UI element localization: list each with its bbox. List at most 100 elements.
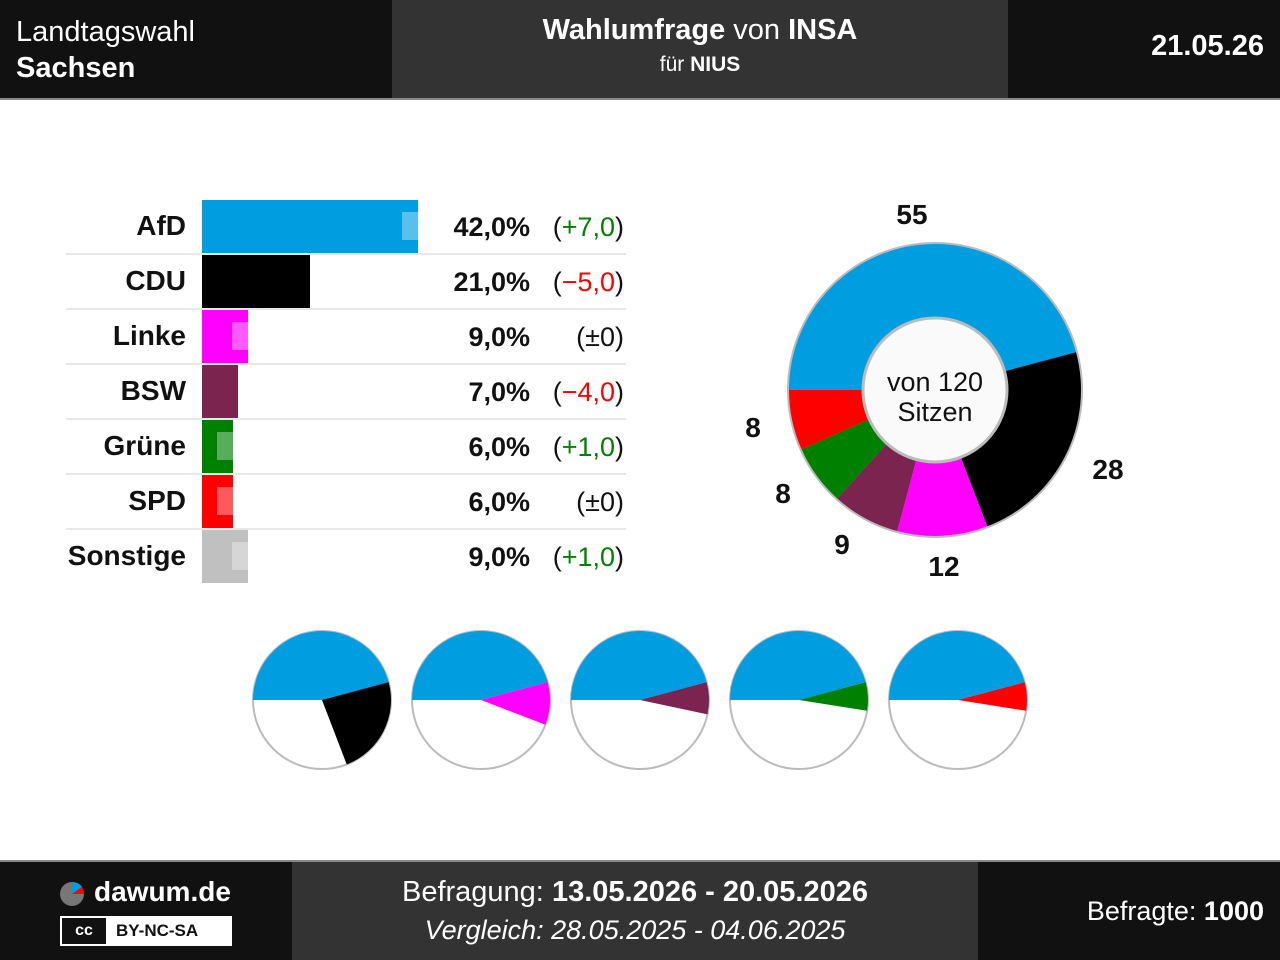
survey-period: Befragung: 13.05.2026 - 20.05.2026 Vergl… xyxy=(292,862,978,960)
party-name: Grüne xyxy=(103,430,186,461)
compare-label: Vergleich: xyxy=(424,915,552,945)
party-name: SPD xyxy=(128,485,186,516)
party-change: (+1,0) xyxy=(552,542,624,572)
previous-value-marker xyxy=(216,487,235,515)
coalition-pie xyxy=(411,630,551,770)
seat-total-line1: von 120 xyxy=(886,367,984,397)
coalition-slice-afd xyxy=(730,631,866,700)
party-percentage: 9,0% xyxy=(468,322,530,352)
title-von: von xyxy=(725,14,789,46)
party-row: SPD 6,0% (±0) xyxy=(66,475,626,530)
change-value: −4,0 xyxy=(561,377,615,407)
party-row: Linke 9,0% (±0) xyxy=(66,310,626,365)
previous-value-marker xyxy=(216,432,235,460)
poll-date: 21.05.26 xyxy=(1151,30,1264,62)
party-name: AfD xyxy=(136,210,186,241)
election-type: Landtagswahl xyxy=(16,16,195,48)
change-value: −5,0 xyxy=(561,267,615,297)
seat-slice-grüne xyxy=(801,419,887,499)
survey-label: Befragung: xyxy=(401,876,552,908)
brand-link[interactable]: dawum.de xyxy=(94,876,231,907)
seat-distribution-chart xyxy=(787,242,1083,538)
coalition-slice-linke xyxy=(481,682,550,725)
seat-count-label: 9 xyxy=(834,529,850,560)
change-value: +1,0 xyxy=(561,432,615,462)
seat-total-label: von 120 Sitzen xyxy=(860,367,1010,427)
party-row: BSW 7,0% (−4,0) xyxy=(66,365,626,420)
coalition-slice-afd xyxy=(889,631,1025,700)
coalition-pie xyxy=(888,630,1028,770)
survey-dates: 13.05.2026 - 20.05.2026 xyxy=(551,876,868,908)
client-prefix: für xyxy=(659,53,691,76)
seat-count-label: 55 xyxy=(896,199,928,230)
change-value: +7,0 xyxy=(561,212,615,242)
seat-total-line2: Sitzen xyxy=(897,397,973,427)
previous-value-marker xyxy=(319,267,338,295)
seat-slice-spd xyxy=(789,390,870,450)
title-poll: Wahlumfrage xyxy=(542,14,726,46)
party-bar xyxy=(202,365,238,418)
party-row: Sonstige 9,0% (+1,0) xyxy=(66,530,626,585)
party-bar xyxy=(202,310,249,363)
footer-bar: dawum.de cc BY-NC-SA Befragung: 13.05.20… xyxy=(0,860,1280,960)
poll-title: Wahlumfrage von INSA für NIUS xyxy=(392,0,1008,98)
party-name: Sonstige xyxy=(67,540,186,571)
party-change: (+1,0) xyxy=(552,432,624,462)
seat-count-label: 28 xyxy=(1092,454,1124,485)
party-row: Grüne 6,0% (+1,0) xyxy=(66,420,626,475)
change-value: ±0 xyxy=(585,322,615,352)
party-row: CDU 21,0% (−5,0) xyxy=(66,255,626,310)
branding: dawum.de cc BY-NC-SA xyxy=(0,862,292,960)
seat-count-label: 8 xyxy=(775,478,791,509)
party-change: (±0) xyxy=(576,487,624,517)
results-table: AfD 42,0% (+7,0) CDU 21,0% (−5,0) Linke 9,0% (±0… xyxy=(66,200,626,585)
party-change: (−4,0) xyxy=(552,377,624,407)
coalition-slice-spd xyxy=(958,682,1027,711)
respondents: Befragte: 1000 xyxy=(1087,896,1264,927)
license-text: BY-NC-SA xyxy=(116,921,199,940)
change-value: ±0 xyxy=(585,487,615,517)
coalition-pie xyxy=(729,630,869,770)
party-bar xyxy=(202,530,249,583)
client-name: NIUS xyxy=(690,53,741,76)
header-bar: Landtagswahl Sachsen Wahlumfrage von INS… xyxy=(0,0,1280,100)
party-percentage: 21,0% xyxy=(453,267,530,297)
change-value: +1,0 xyxy=(561,542,615,572)
party-percentage: 7,0% xyxy=(468,377,530,407)
party-percentage: 42,0% xyxy=(453,212,530,242)
seat-slice-cdu xyxy=(960,352,1081,527)
respondents-count: 1000 xyxy=(1203,896,1264,926)
coalition-slice-afd xyxy=(253,631,389,700)
party-percentage: 9,0% xyxy=(468,542,530,572)
coalition-slice-bsw xyxy=(640,682,709,715)
party-change: (+7,0) xyxy=(552,212,624,242)
party-bar xyxy=(202,475,233,528)
coalition-slice-cdu xyxy=(322,682,391,765)
seat-count-label: 8 xyxy=(745,412,761,443)
previous-value-marker xyxy=(242,377,261,405)
respondents-label: Befragte: xyxy=(1086,896,1204,926)
party-row: AfD 42,0% (+7,0) xyxy=(66,200,626,255)
election-info: Landtagswahl Sachsen xyxy=(16,14,195,86)
party-name: BSW xyxy=(120,375,186,406)
seat-slice-linke xyxy=(897,457,988,536)
compare-dates: 28.05.2025 - 04.06.2025 xyxy=(551,915,846,945)
license-badge[interactable]: cc BY-NC-SA xyxy=(60,916,232,946)
party-bar xyxy=(202,255,310,308)
party-change: (±0) xyxy=(576,322,624,352)
party-percentage: 6,0% xyxy=(468,432,530,462)
party-name: CDU xyxy=(125,265,186,296)
party-bar xyxy=(202,200,418,253)
dawum-logo-icon xyxy=(60,881,85,906)
previous-value-marker xyxy=(232,542,251,570)
party-bar xyxy=(202,420,233,473)
party-percentage: 6,0% xyxy=(468,487,530,517)
donut-center xyxy=(861,316,1009,464)
coalition-pie xyxy=(252,630,392,770)
institute-name: INSA xyxy=(788,14,858,46)
previous-value-marker xyxy=(402,212,420,240)
seat-slice-bsw xyxy=(837,443,917,532)
state-name: Sachsen xyxy=(16,52,136,84)
cc-icon: cc xyxy=(62,918,106,944)
coalition-slice-afd xyxy=(412,631,548,700)
